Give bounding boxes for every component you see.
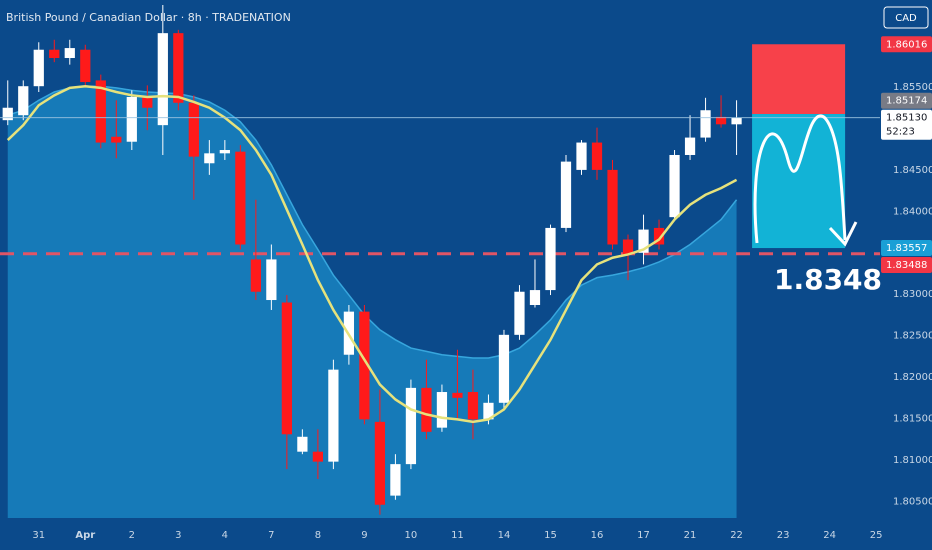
candle-body (188, 102, 199, 157)
candle-body (266, 259, 277, 301)
price-badge-label: 1.86016 (886, 39, 927, 50)
x-tick-label: 10 (405, 530, 418, 541)
price-badge (881, 109, 932, 140)
price-badge-label: 1.85130 (886, 113, 927, 124)
candle-body (545, 227, 556, 291)
y-tick-label: 1.82500 (893, 331, 932, 342)
price-badge-label: 1.83488 (886, 260, 927, 271)
candle-body (498, 334, 510, 403)
x-tick-label: 16 (591, 530, 604, 541)
x-tick-label: 14 (498, 530, 511, 541)
currency-label: CAD (895, 13, 917, 24)
y-tick-label: 1.81000 (893, 455, 932, 466)
candle-body (250, 259, 261, 292)
candle-body (33, 49, 44, 87)
x-tick-label: 2 (129, 530, 135, 541)
x-tick-label: 21 (684, 530, 697, 541)
x-tick-label: 3 (175, 530, 181, 541)
countdown-label: 52:23 (886, 127, 915, 138)
candle-body (204, 153, 215, 164)
candle-body (312, 451, 324, 462)
x-tick-label: 8 (315, 530, 321, 541)
candle-body (731, 117, 742, 125)
candle-body (18, 86, 29, 116)
target-annotation: 1.8348 (774, 263, 882, 296)
candle-body (715, 116, 727, 125)
candle-body (483, 402, 494, 420)
candle-body (126, 96, 137, 142)
y-tick-label: 1.85500 (893, 82, 932, 93)
candle-body (359, 311, 370, 420)
band-edge (7, 85, 738, 359)
candle-body (173, 33, 184, 103)
price-badge (881, 257, 932, 274)
price-badge (881, 92, 932, 109)
candle-body (576, 142, 587, 170)
candle-body (452, 392, 463, 398)
moving-average (6, 84, 738, 424)
x-tick-label: 15 (544, 530, 557, 541)
candle-body (111, 136, 122, 143)
x-tick-label: 17 (637, 530, 650, 541)
y-tick-label: 1.84500 (893, 165, 932, 176)
x-tick-label: 23 (777, 530, 790, 541)
candle-body (591, 142, 603, 170)
candle-body (622, 239, 634, 255)
x-tick-label: 24 (823, 530, 836, 541)
candle-body (467, 392, 479, 420)
x-tick-label: 7 (268, 530, 274, 541)
candle-body (219, 150, 230, 154)
candle-body (607, 169, 618, 245)
candle-body (235, 151, 246, 245)
candle-body (49, 49, 60, 59)
candle-body (297, 436, 308, 452)
y-tick-label: 1.82000 (893, 372, 932, 383)
plot-area (0, 4, 880, 519)
y-tick-label: 1.83000 (893, 289, 932, 300)
candle-body (64, 48, 75, 59)
candle-body (374, 421, 386, 505)
y-tick-label: 1.80500 (893, 496, 932, 507)
chart-title: British Pound / Canadian Dollar · 8h · T… (6, 11, 291, 24)
candle-body (2, 107, 13, 121)
candle-body (328, 369, 339, 462)
stop-zone (752, 44, 846, 115)
price-badge (881, 240, 932, 257)
x-tick-label: 4 (222, 530, 228, 541)
x-tick-label: 25 (870, 530, 883, 541)
y-tick-label: 1.81500 (893, 414, 932, 425)
arrow-head (828, 221, 858, 247)
candle-body (80, 49, 91, 83)
forecast-arrow (753, 114, 847, 244)
price-badge (881, 36, 932, 53)
candle-body (529, 290, 541, 305)
candle-body (405, 387, 417, 465)
candle-body (514, 291, 525, 335)
x-tick-label: 22 (730, 530, 743, 541)
candle-body (95, 80, 106, 143)
candle-body (560, 161, 572, 228)
x-tick-label: 11 (451, 530, 464, 541)
candle-body (700, 110, 711, 138)
candle-body (142, 96, 153, 108)
x-tick-label: 31 (32, 530, 45, 541)
price-badge-label: 1.83557 (886, 243, 927, 254)
x-tick-label: Apr (75, 530, 95, 541)
currency-badge[interactable] (883, 6, 929, 29)
candle-body (669, 154, 680, 218)
x-tick-label: 9 (361, 530, 367, 541)
candle-body (653, 227, 665, 245)
candle-body (281, 302, 292, 435)
candle-body (684, 137, 696, 155)
band-area (7, 86, 737, 519)
y-tick-label: 1.84000 (893, 206, 932, 217)
candle-body (436, 392, 448, 428)
candle-body (157, 33, 168, 126)
candle-body (638, 229, 649, 253)
candle-body (421, 387, 432, 432)
candle-body (390, 464, 401, 496)
price-badge-label: 1.85174 (886, 96, 927, 107)
